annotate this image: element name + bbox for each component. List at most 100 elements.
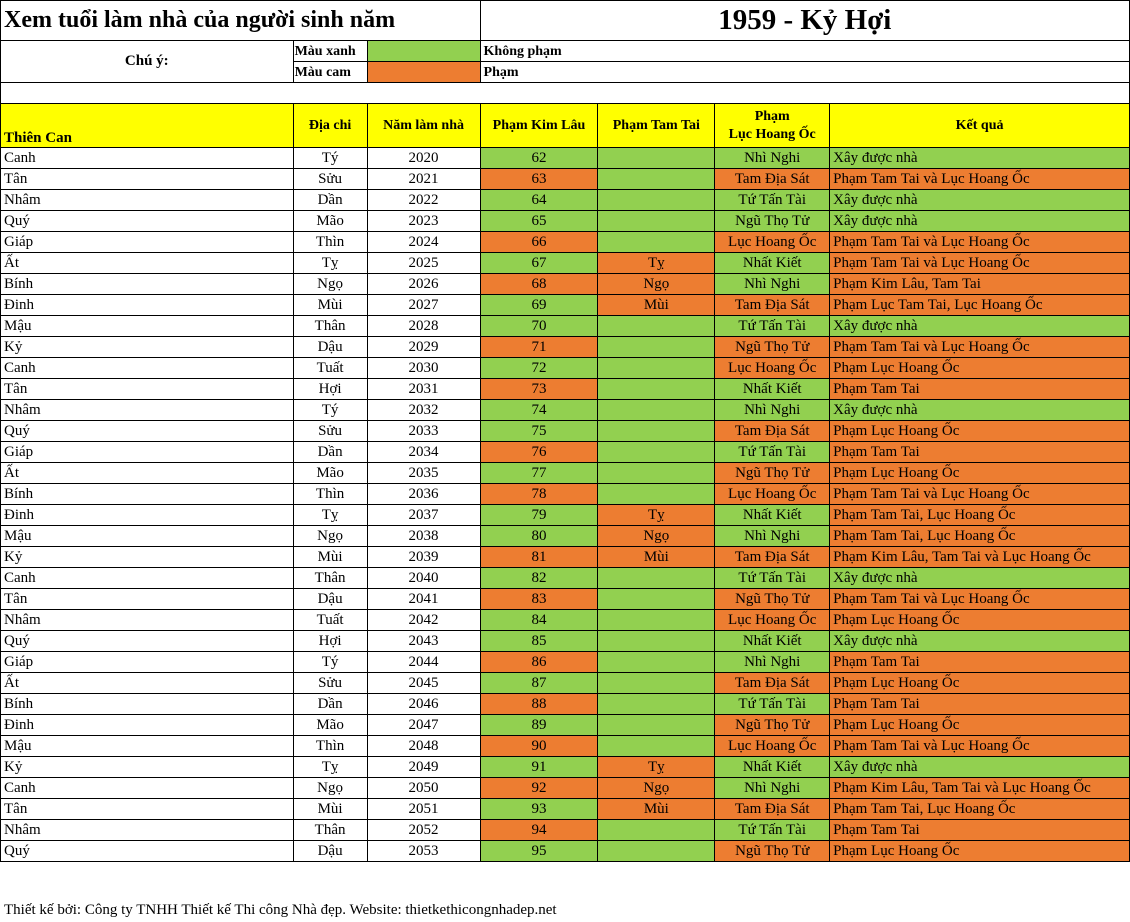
cell-nam-lam-nha: 2040 [366, 567, 481, 589]
cell-nam-lam-nha: 2035 [366, 462, 481, 484]
cell-dia-chi: Mão [292, 714, 368, 736]
cell-ket-qua: Phạm Lục Hoang Ốc [829, 462, 1130, 484]
header-kim-lau: Phạm Kim Lâu [479, 103, 599, 148]
cell-nam-lam-nha: 2028 [366, 315, 481, 337]
table-row: Tân Dậu 2041 83 Ngũ Thọ Tử Phạm Tam Tai và Lụ… [0, 588, 1130, 610]
cell-ket-qua: Phạm Tam Tai và Lục Hoang Ốc [829, 168, 1130, 190]
cell-kim-lau: 71 [479, 336, 599, 358]
cell-hoang-oc: Nhất Kiết [714, 756, 831, 778]
cell-nam-lam-nha: 2026 [366, 273, 481, 295]
cell-tam-tai [597, 462, 716, 484]
cell-ket-qua: Phạm Lục Hoang Ốc [829, 609, 1130, 631]
cell-nam-lam-nha: 2049 [366, 756, 481, 778]
cell-kim-lau: 65 [479, 210, 599, 232]
cell-thien-can: Tân [0, 588, 294, 610]
cell-ket-qua: Xây được nhà [829, 630, 1130, 652]
cell-ket-qua: Xây được nhà [829, 210, 1130, 232]
cell-ket-qua: Phạm Kim Lâu, Tam Tai và Lục Hoang Ốc [829, 777, 1130, 799]
cell-hoang-oc: Nhì Nghi [714, 399, 831, 421]
table-row: Canh Thân 2040 82 Tứ Tấn Tài Xây được nhà [0, 567, 1130, 589]
cell-nam-lam-nha: 2046 [366, 693, 481, 715]
cell-thien-can: Kỷ [0, 336, 294, 358]
table-row: Kỷ Tỵ 2049 91 Tỵ Nhất Kiết Xây được nhà [0, 756, 1130, 778]
legend-green-label: Màu xanh [292, 40, 368, 62]
cell-hoang-oc: Lục Hoang Ốc [714, 735, 831, 757]
cell-hoang-oc: Nhất Kiết [714, 630, 831, 652]
cell-nam-lam-nha: 2043 [366, 630, 481, 652]
header-tam-tai: Phạm Tam Tai [597, 103, 716, 148]
cell-tam-tai: Ngọ [597, 777, 716, 799]
cell-dia-chi: Dậu [292, 588, 368, 610]
cell-tam-tai: Ngọ [597, 525, 716, 547]
cell-dia-chi: Mùi [292, 798, 368, 820]
cell-ket-qua: Phạm Kim Lâu, Tam Tai và Lục Hoang Ốc [829, 546, 1130, 568]
cell-dia-chi: Tuất [292, 357, 368, 379]
cell-hoang-oc: Ngũ Thọ Tử [714, 210, 831, 232]
cell-ket-qua: Xây được nhà [829, 315, 1130, 337]
cell-thien-can: Nhâm [0, 819, 294, 841]
cell-kim-lau: 80 [479, 525, 599, 547]
cell-nam-lam-nha: 2025 [366, 252, 481, 274]
cell-nam-lam-nha: 2039 [366, 546, 481, 568]
cell-hoang-oc: Nhì Nghi [714, 525, 831, 547]
cell-tam-tai [597, 210, 716, 232]
cell-kim-lau: 67 [479, 252, 599, 274]
table-row: Bính Ngọ 2026 68 Ngọ Nhì Nghi Phạm Kim Lâu, Ta… [0, 273, 1130, 295]
table-row: Tân Mùi 2051 93 Mùi Tam Địa Sát Phạm Tam Tai, … [0, 798, 1130, 820]
cell-ket-qua: Phạm Tam Tai, Lục Hoang Ốc [829, 798, 1130, 820]
cell-tam-tai [597, 819, 716, 841]
cell-dia-chi: Tỵ [292, 756, 368, 778]
cell-kim-lau: 91 [479, 756, 599, 778]
legend-orange-meaning: Phạm [479, 61, 1130, 83]
cell-kim-lau: 85 [479, 630, 599, 652]
table-row: Quý Mão 2023 65 Ngũ Thọ Tử Xây được nhà [0, 210, 1130, 232]
cell-dia-chi: Dần [292, 693, 368, 715]
table-row: Giáp Dần 2034 76 Tứ Tấn Tài Phạm Tam Tai [0, 441, 1130, 463]
cell-thien-can: Mậu [0, 735, 294, 757]
cell-hoang-oc: Nhì Nghi [714, 777, 831, 799]
cell-hoang-oc: Nhì Nghi [714, 273, 831, 295]
cell-hoang-oc: Lục Hoang Ốc [714, 231, 831, 253]
cell-hoang-oc: Ngũ Thọ Tử [714, 840, 831, 862]
cell-thien-can: Quý [0, 210, 294, 232]
cell-hoang-oc: Ngũ Thọ Tử [714, 714, 831, 736]
birth-year-title: 1959 - Kỷ Hợi [479, 0, 1130, 41]
header-hoang-oc-line2: Lục Hoang Ốc [728, 126, 816, 142]
cell-thien-can: Bính [0, 273, 294, 295]
cell-tam-tai: Mùi [597, 546, 716, 568]
cell-dia-chi: Thân [292, 315, 368, 337]
cell-dia-chi: Mão [292, 462, 368, 484]
cell-nam-lam-nha: 2045 [366, 672, 481, 694]
table-row: Giáp Tý 2044 86 Nhì Nghi Phạm Tam Tai [0, 651, 1130, 673]
cell-hoang-oc: Ngũ Thọ Tử [714, 462, 831, 484]
table-row: Nhâm Tý 2032 74 Nhì Nghi Xây được nhà [0, 399, 1130, 421]
cell-dia-chi: Tuất [292, 609, 368, 631]
cell-kim-lau: 68 [479, 273, 599, 295]
cell-thien-can: Nhâm [0, 189, 294, 211]
cell-thien-can: Giáp [0, 441, 294, 463]
cell-kim-lau: 94 [479, 819, 599, 841]
cell-tam-tai [597, 420, 716, 442]
table-row: Đinh Mùi 2027 69 Mùi Tam Địa Sát Phạm Lục Tam … [0, 294, 1130, 316]
cell-kim-lau: 89 [479, 714, 599, 736]
cell-kim-lau: 72 [479, 357, 599, 379]
table-row: Đinh Mão 2047 89 Ngũ Thọ Tử Phạm Lục Hoang Ốc [0, 714, 1130, 736]
cell-ket-qua: Xây được nhà [829, 147, 1130, 169]
tuoi-lam-nha-sheet: Xem tuổi làm nhà của người sinh năm 1959… [0, 0, 1130, 862]
cell-thien-can: Nhâm [0, 399, 294, 421]
cell-thien-can: Quý [0, 630, 294, 652]
cell-ket-qua: Phạm Lục Hoang Ốc [829, 840, 1130, 862]
table-row: Quý Dậu 2053 95 Ngũ Thọ Tử Phạm Lục Hoang Ốc [0, 840, 1130, 862]
header-nam-lam-nha: Năm làm nhà [366, 103, 481, 148]
cell-kim-lau: 79 [479, 504, 599, 526]
cell-ket-qua: Phạm Tam Tai và Lục Hoang Ốc [829, 231, 1130, 253]
table-row: Tân Hợi 2031 73 Nhất Kiết Phạm Tam Tai [0, 378, 1130, 400]
cell-kim-lau: 76 [479, 441, 599, 463]
cell-ket-qua: Phạm Tam Tai [829, 378, 1130, 400]
cell-kim-lau: 81 [479, 546, 599, 568]
cell-dia-chi: Thìn [292, 735, 368, 757]
cell-hoang-oc: Tứ Tấn Tài [714, 189, 831, 211]
cell-kim-lau: 73 [479, 378, 599, 400]
cell-thien-can: Kỷ [0, 756, 294, 778]
cell-dia-chi: Hợi [292, 630, 368, 652]
